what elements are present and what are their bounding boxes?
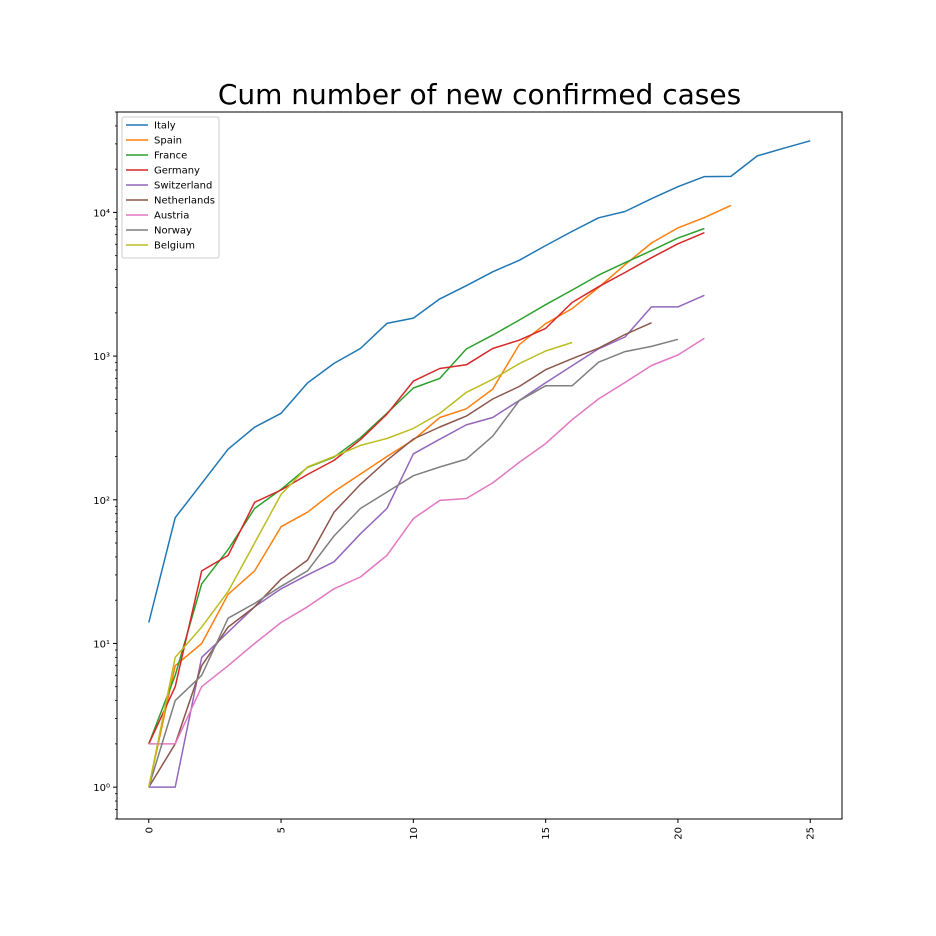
chart-title: Cum number of new confirmed cases	[217, 78, 742, 111]
series-line-netherlands	[148, 322, 652, 788]
legend-label-spain: Spain	[154, 136, 182, 147]
series-line-switzerland	[148, 294, 705, 788]
x-tick-label: 25	[806, 827, 817, 840]
series-line-france	[148, 227, 705, 745]
legend-label-belgium: Belgium	[154, 241, 195, 252]
y-tick-label: 10¹	[93, 639, 110, 650]
y-tick-label: 10³	[93, 352, 110, 363]
legend: Italy Spain France Germany Switzerland Nether…	[121, 116, 220, 259]
series-line-austria	[148, 337, 705, 745]
series-line-germany	[148, 232, 705, 745]
series-line-belgium	[148, 341, 573, 788]
legend-label-netherlands: Netherlands	[154, 196, 215, 207]
series-line-italy	[148, 140, 811, 623]
x-tick-label: 20	[673, 827, 684, 840]
y-tick-label: 10⁴	[93, 208, 110, 219]
legend-label-norway: Norway	[154, 226, 192, 237]
legend-label-italy: Italy	[154, 121, 176, 132]
legend-label-austria: Austria	[154, 211, 189, 222]
x-tick-label: 15	[541, 827, 552, 840]
y-axis: 10⁰ 10¹ 10² 10³ 10⁴	[93, 111, 117, 820]
legend-label-germany: Germany	[154, 166, 200, 177]
x-axis: 0 5 10 15 20 25	[144, 819, 817, 840]
x-tick-label: 0	[144, 827, 155, 833]
series-lines	[148, 140, 811, 788]
series-line-norway	[148, 338, 679, 788]
legend-label-switzerland: Switzerland	[154, 181, 212, 192]
x-tick-label: 10	[409, 827, 420, 840]
series-line-spain	[148, 204, 732, 788]
legend-box	[121, 116, 220, 259]
y-tick-label: 10⁰	[93, 783, 110, 794]
x-tick-label: 5	[277, 827, 288, 833]
plot-frame	[116, 111, 843, 820]
legend-label-france: France	[154, 151, 187, 162]
y-tick-label: 10²	[93, 496, 110, 507]
